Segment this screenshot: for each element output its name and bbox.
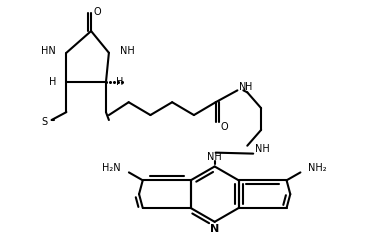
Text: NH: NH — [207, 151, 222, 162]
Text: NH₂: NH₂ — [308, 163, 327, 174]
Text: O: O — [221, 122, 228, 132]
Text: N: N — [239, 82, 247, 92]
Text: H: H — [245, 82, 253, 92]
Text: NH: NH — [120, 46, 135, 56]
Text: H: H — [116, 77, 123, 87]
Text: S: S — [42, 117, 48, 127]
Text: N: N — [210, 224, 219, 234]
Text: O: O — [93, 7, 101, 17]
Text: H₂N: H₂N — [102, 163, 121, 174]
Text: HN: HN — [41, 46, 55, 56]
Text: NH: NH — [255, 144, 270, 154]
Text: H: H — [49, 77, 57, 87]
